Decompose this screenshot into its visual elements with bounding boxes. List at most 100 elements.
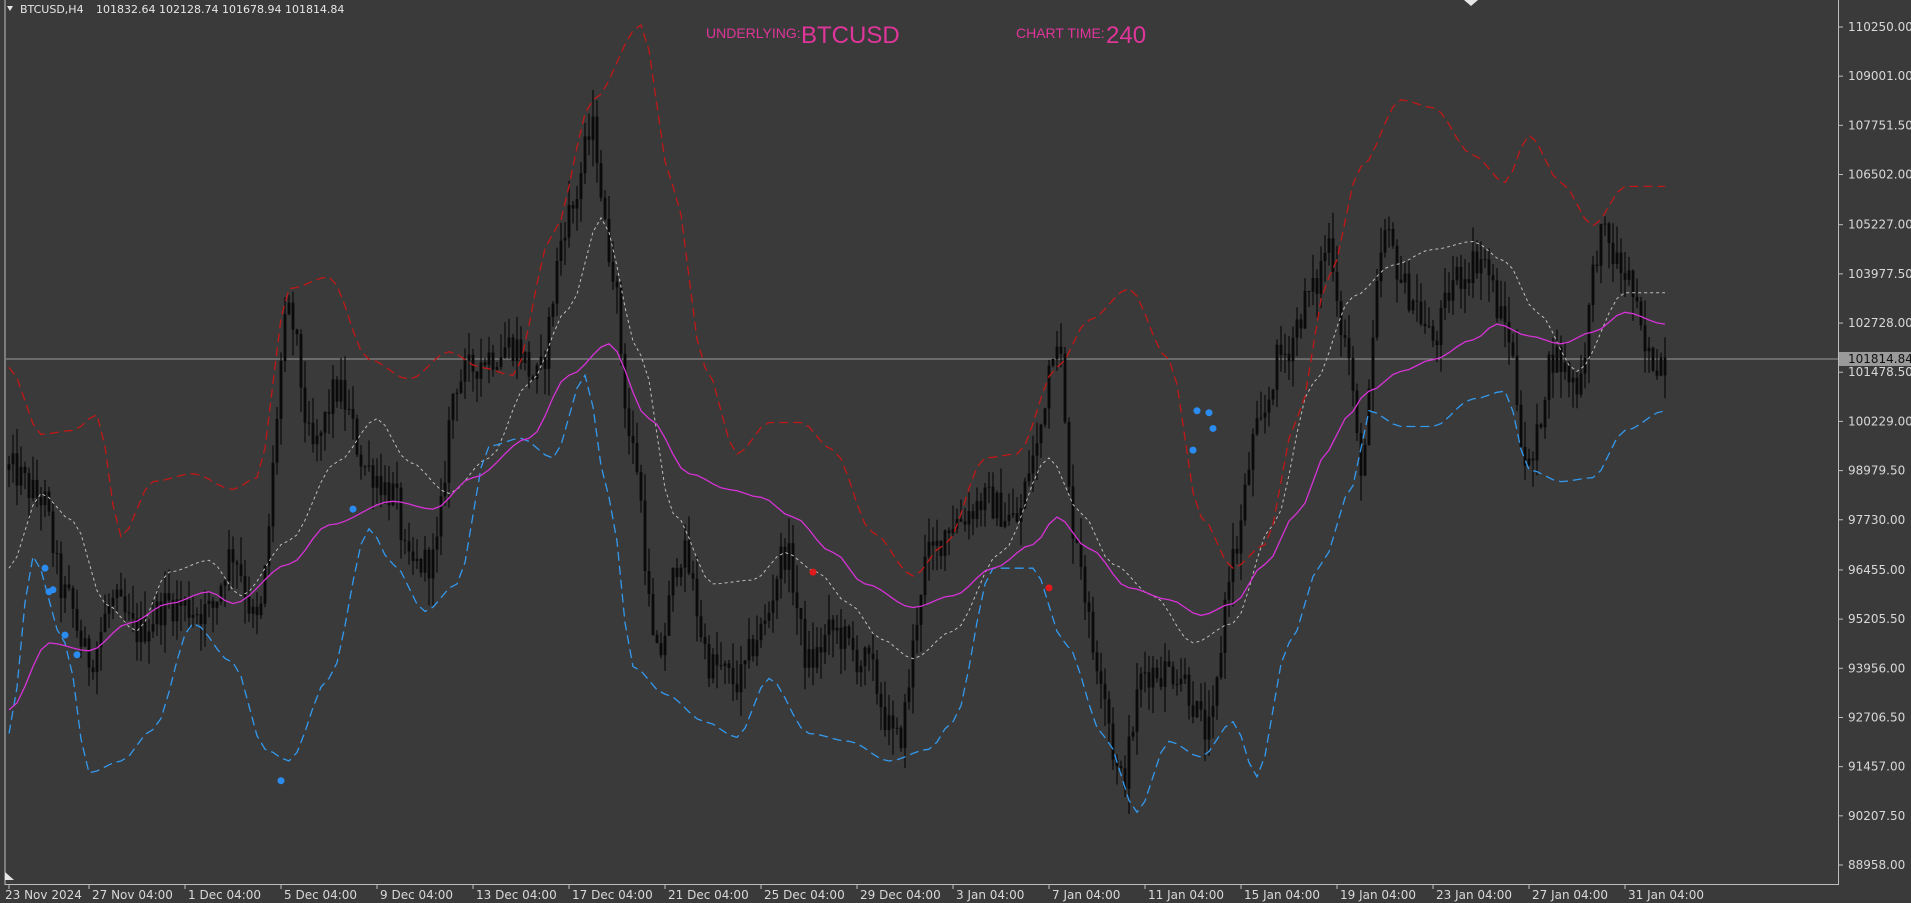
candle [7,455,11,488]
candle [1063,346,1067,424]
candle [419,557,423,578]
candle [1635,278,1639,309]
candle [1515,329,1519,412]
shift-marker-icon[interactable] [5,872,14,880]
candle [839,609,843,675]
candle [1067,417,1071,495]
candle [567,180,571,248]
candle [1631,269,1635,321]
chart-time-label: CHART TIME: [1016,25,1105,41]
candle [203,589,207,647]
y-tick-label: 91457.00 [1848,760,1905,774]
candle [1359,422,1363,501]
candle [47,486,51,516]
candle [791,524,795,606]
candle [975,487,979,528]
candle [887,694,891,746]
candle [363,464,367,476]
candle [71,585,75,628]
candle [1279,326,1283,372]
candle [1491,264,1495,293]
candle [1383,218,1387,258]
candle [1151,656,1155,714]
candle [559,222,563,276]
candle [971,504,975,536]
y-tick-label: 110250.00 [1848,20,1911,34]
candle [131,585,135,633]
candle [207,592,211,618]
candle [1555,329,1559,373]
candle [1199,683,1203,722]
current-price-tag [1839,351,1911,366]
candle [775,575,779,620]
candle [1091,596,1095,660]
candle [639,464,643,513]
candle [1471,227,1475,299]
candle [1047,359,1051,429]
candle [815,627,819,674]
candle [1255,400,1259,437]
candle [1223,592,1227,679]
collapse-triangle-icon[interactable] [7,6,13,11]
candle [127,593,131,621]
x-tick-label: 23 Nov 2024 [5,888,82,902]
candle [891,700,895,755]
candle [703,623,707,660]
candle [1227,566,1231,617]
candle [999,468,1003,528]
candle [1239,504,1243,581]
y-tick-label: 92706.50 [1848,710,1905,724]
candle [1527,448,1531,467]
candle [1655,349,1659,380]
candle [511,333,515,367]
candle [911,624,915,714]
candle [19,446,23,495]
scroll-marker-icon[interactable] [1464,0,1478,6]
candle [735,660,739,701]
y-tick-label: 103977.50 [1848,267,1911,281]
candle [219,583,223,606]
candle [1039,423,1043,458]
candle [1571,369,1575,408]
candle [1127,714,1131,815]
candle [1015,497,1019,523]
candle [875,650,879,705]
candle [1351,346,1355,407]
x-tick-label: 21 Dec 04:00 [668,888,749,902]
candle [1627,256,1631,286]
candle [571,200,575,224]
candle [1651,346,1655,373]
x-tick-label: 7 Jan 04:00 [1052,888,1120,902]
candle [1059,323,1063,368]
candle [1543,396,1547,439]
candle [827,594,831,656]
candle [1463,259,1467,314]
candle [159,592,163,645]
candle [1379,227,1383,298]
candle [1475,240,1479,279]
y-tick-label: 98979.50 [1848,464,1905,478]
candle [895,717,899,735]
price-axis: 110250.00 109001.00 107751.50 106502.00 1052… [1838,20,1911,872]
candle [55,540,59,575]
mid-band-line [8,216,1665,660]
candle [119,572,123,597]
candle [731,643,735,701]
candle [431,533,435,606]
candle [1499,280,1503,321]
candle [1451,256,1455,315]
candle [459,369,463,395]
ohlc-values: 101832.64 102128.74 101678.94 101814.84 [96,3,344,16]
signal-dots [41,407,1217,785]
candle [579,162,583,222]
candle [1163,643,1167,713]
candle [1579,354,1583,398]
candle [1103,668,1107,727]
candle [1411,298,1415,315]
candle [415,539,419,569]
candle [743,659,747,689]
candle [847,624,851,646]
candle [427,547,431,606]
candle [687,516,691,576]
